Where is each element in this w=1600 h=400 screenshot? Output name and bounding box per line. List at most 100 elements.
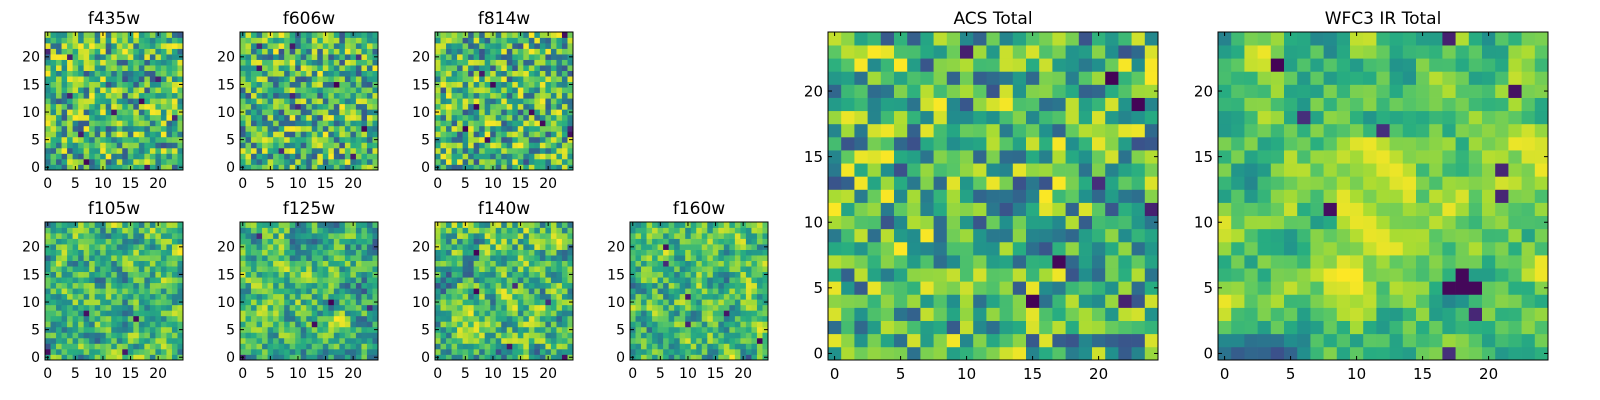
heatmap-cell: [344, 59, 351, 66]
heatmap-cell: [350, 277, 357, 284]
heatmap-cell: [262, 244, 268, 250]
heatmap-cell: [512, 136, 519, 143]
heatmap-cell: [734, 326, 741, 333]
heatmap-cell: [556, 326, 563, 333]
heatmap-cell: [149, 48, 156, 55]
heatmap-cell: [311, 76, 318, 83]
heatmap-cell: [446, 54, 452, 60]
heatmap-cell: [300, 70, 307, 77]
heatmap-cell: [89, 244, 96, 250]
heatmap-cell: [78, 120, 84, 127]
heatmap-cell: [317, 332, 324, 339]
heatmap-cell: [78, 76, 84, 83]
heatmap-cell: [61, 164, 68, 171]
heatmap-cell: [56, 310, 62, 317]
heatmap-cell: [240, 233, 246, 239]
heatmap-cell: [734, 282, 741, 289]
heatmap-cell: [251, 87, 257, 94]
heatmap-cell: [484, 81, 491, 88]
heatmap-cell: [251, 65, 257, 71]
heatmap-cell: [973, 307, 987, 321]
heatmap-cell: [361, 125, 368, 132]
heatmap-cell: [668, 271, 675, 278]
heatmap-cell: [712, 348, 719, 355]
heatmap-cell: [100, 249, 107, 256]
heatmap-cell: [534, 48, 541, 55]
heatmap-cell: [517, 282, 524, 289]
heatmap-cell: [490, 321, 497, 328]
heatmap-cell: [657, 260, 664, 267]
heatmap-cell: [317, 32, 324, 38]
heatmap-cell: [83, 337, 90, 344]
heatmap-cell: [894, 333, 908, 348]
heatmap-cell: [311, 348, 318, 355]
heatmap-cell: [517, 343, 524, 350]
heatmap-cell: [267, 147, 274, 154]
heatmap-cell: [1012, 346, 1027, 361]
heatmap-cell: [712, 304, 719, 311]
heatmap-cell: [999, 202, 1014, 217]
heatmap-cell: [267, 43, 274, 49]
heatmap-cell: [94, 98, 101, 105]
heatmap-cell: [61, 70, 68, 77]
heatmap-cell: [479, 136, 486, 143]
heatmap-cell: [61, 98, 68, 105]
heatmap-cell: [155, 260, 162, 267]
heatmap-cell: [278, 142, 285, 149]
heatmap-cell: [718, 222, 725, 228]
heatmap-cell: [322, 266, 329, 273]
heatmap-cell: [366, 244, 373, 250]
heatmap-cell: [300, 142, 307, 149]
heatmap-cell: [100, 277, 107, 284]
heatmap-cell: [317, 321, 324, 328]
heatmap-cell: [545, 304, 552, 311]
heatmap-cell: [100, 332, 107, 339]
heatmap-cell: [550, 125, 557, 132]
y-tick-label: 5: [31, 323, 40, 339]
heatmap-cell: [61, 348, 68, 355]
heatmap-cell: [679, 354, 686, 361]
heatmap-cell: [756, 227, 763, 234]
heatmap-cell: [729, 337, 736, 344]
heatmap-cell: [545, 92, 552, 99]
heatmap-cell: [528, 164, 535, 171]
heatmap-cell: [1078, 346, 1093, 361]
heatmap-cell: [1118, 268, 1132, 282]
heatmap-cell: [144, 103, 151, 110]
heatmap-cell: [94, 343, 101, 350]
heatmap-cell: [133, 98, 140, 105]
heatmap-cell: [729, 227, 736, 234]
heatmap-cell: [267, 266, 274, 273]
heatmap-cell: [111, 59, 118, 66]
heatmap-cell: [149, 348, 156, 355]
heatmap-cell: [311, 43, 318, 49]
heatmap-cell: [166, 227, 173, 234]
heatmap-cell: [116, 48, 123, 55]
heatmap-cell: [295, 103, 302, 110]
heatmap-cell: [262, 32, 268, 38]
heatmap-cell: [550, 227, 557, 234]
heatmap-cell: [550, 238, 557, 245]
heatmap-cell: [1039, 268, 1053, 282]
heatmap-cell: [317, 59, 324, 66]
heatmap-cell: [501, 260, 508, 267]
heatmap-cell: [333, 348, 340, 355]
heatmap-cell: [495, 70, 502, 77]
heatmap-cell: [960, 307, 974, 321]
heatmap-cell: [729, 321, 736, 328]
heatmap-cell: [1118, 320, 1132, 335]
y-tick-label: 15: [22, 267, 40, 283]
heatmap-cell: [506, 299, 513, 306]
heatmap-cell: [545, 238, 552, 245]
heatmap-cell: [177, 120, 184, 127]
heatmap-cell: [986, 320, 1000, 335]
heatmap-cell: [663, 271, 669, 278]
heatmap-cell: [685, 282, 692, 289]
heatmap-cell: [155, 299, 162, 306]
heatmap-cell: [350, 114, 357, 121]
heatmap-cell: [696, 233, 703, 239]
heatmap-cell: [122, 114, 129, 121]
heatmap-cell: [501, 310, 508, 317]
heatmap-cell: [473, 114, 480, 121]
